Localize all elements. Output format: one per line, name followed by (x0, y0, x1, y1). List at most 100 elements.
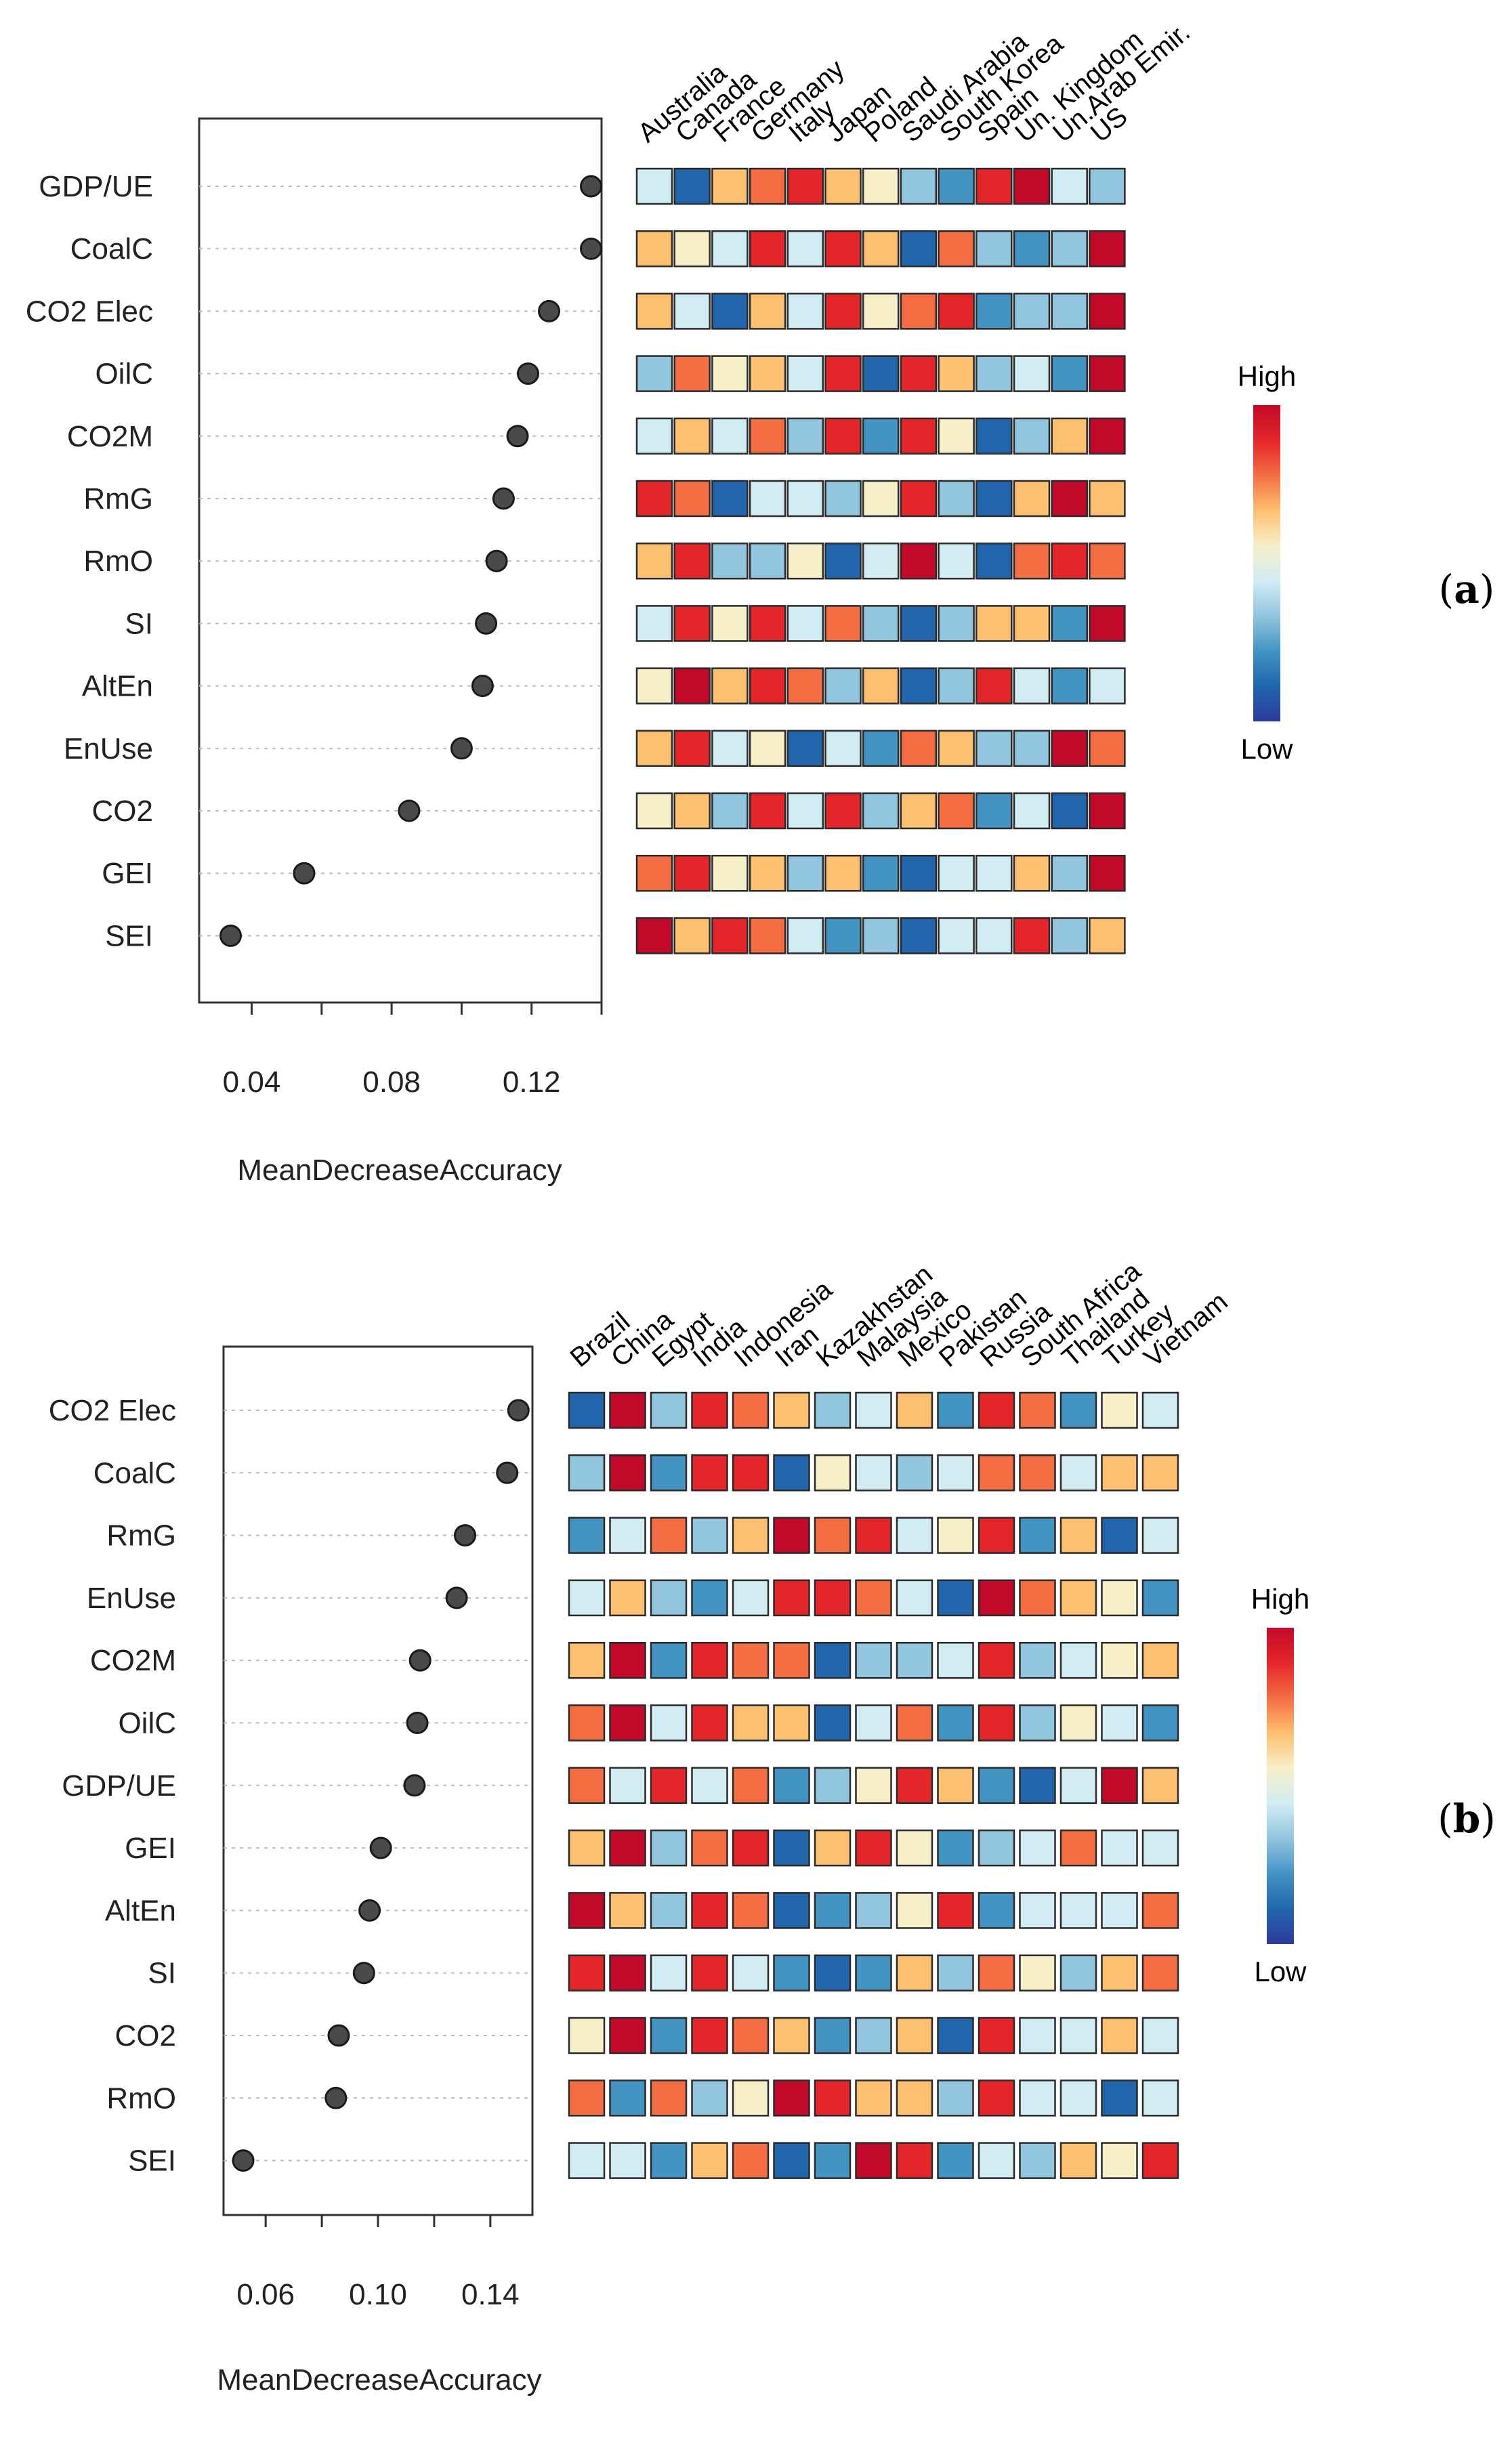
heatmap-cell (749, 230, 786, 268)
heatmap-cell (937, 2080, 974, 2117)
heatmap-cell (937, 1892, 974, 1929)
heatmap-cell (691, 1391, 728, 1429)
heatmap-cell (609, 1641, 646, 1679)
legend-high-label: High (1251, 1583, 1309, 1615)
heatmap-cell (673, 854, 711, 892)
heatmap-cell (1089, 355, 1126, 392)
heatmap-cell (650, 2080, 688, 2117)
heatmap-cell (786, 917, 824, 954)
heatmap-cell (937, 1517, 974, 1554)
importance-dot (327, 2024, 350, 2047)
heatmap-cell (635, 667, 673, 704)
heatmap-cell (900, 480, 938, 518)
x-tick-label: 0.06 (236, 2278, 295, 2311)
heatmap-cell (711, 917, 749, 954)
row-label: RmG (106, 1519, 176, 1553)
heatmap-cell (978, 1454, 1015, 1492)
x-tick-label: 0.04 (223, 1066, 281, 1099)
heatmap-cell (824, 667, 862, 704)
heatmap-cell (938, 667, 975, 704)
importance-dot (580, 175, 603, 198)
heatmap-cell (1051, 293, 1088, 330)
heatmap-cell (691, 1829, 728, 1867)
importance-dot (232, 2149, 255, 2172)
heatmap-cell (568, 1704, 606, 1742)
plot-frame (222, 1345, 534, 2216)
heatmap-cell (978, 2080, 1015, 2117)
heatmap-cell (1059, 2017, 1097, 2054)
panel-label-close: ) (1479, 566, 1495, 612)
heatmap-cell (1059, 1892, 1097, 1929)
heatmap-cell (1019, 1391, 1056, 1429)
heatmap-cell (855, 2017, 892, 2054)
heatmap-cell (896, 1517, 933, 1554)
heatmap-cell (1089, 854, 1126, 892)
heatmap-cell (900, 230, 938, 268)
heatmap-cell (937, 1767, 974, 1805)
heatmap-cell (1141, 1892, 1179, 1929)
heatmap-cell (862, 730, 900, 767)
heatmap-cell (975, 293, 1013, 330)
heatmap-cell (814, 1767, 852, 1805)
heatmap-cell (1019, 1704, 1056, 1742)
heatmap-cell (900, 730, 938, 767)
heatmap-cell (1013, 792, 1051, 830)
heatmap-cell (1141, 2017, 1179, 2054)
row-label: CO2M (90, 1644, 176, 1677)
heatmap-cell (978, 1704, 1015, 1742)
heatmap-cell (938, 417, 975, 455)
x-axis-title: MeanDecreaseAccuracy (217, 2363, 541, 2397)
panel-a: GDP/UE CoalC CO2 Elec OilC CO2M RmG RmO SI AltEn… (26, 17, 1495, 1187)
heatmap-cell (773, 1391, 810, 1429)
heatmap-cell (900, 792, 938, 830)
heatmap-cell (568, 1391, 606, 1429)
heatmap-cell (1101, 1391, 1138, 1429)
heatmap-cell (635, 730, 673, 767)
heatmap-cell (975, 417, 1013, 455)
heatmap-cell (609, 1829, 646, 1867)
heatmap-cell (711, 854, 749, 892)
heatmap-cell (786, 230, 824, 268)
heatmap-cell (609, 1454, 646, 1492)
heatmap-cell (978, 2142, 1015, 2179)
heatmap-cell (862, 854, 900, 892)
row-label: RmO (83, 545, 153, 578)
heatmap-cell (900, 605, 938, 642)
heatmap-cell (691, 2142, 728, 2179)
heatmap-cell (814, 2080, 852, 2117)
heatmap-cell (938, 605, 975, 642)
heatmap-cell (1019, 1892, 1056, 1929)
heatmap-cell (609, 1892, 646, 1929)
heatmap-cell (568, 2017, 606, 2054)
panel-label-open: ( (1439, 566, 1454, 612)
heatmap-cell (635, 792, 673, 830)
heatmap-cell (650, 2142, 688, 2179)
heatmap-cell (635, 293, 673, 330)
heatmap-cell (749, 542, 786, 580)
heatmap-cell (609, 1391, 646, 1429)
heatmap-cell (1051, 917, 1088, 954)
heatmap-cell (900, 542, 938, 580)
heatmap-cell (1019, 1517, 1056, 1554)
importance-dot (408, 1649, 432, 1672)
heatmap-cell (1101, 1454, 1138, 1492)
heatmap-cell (650, 1954, 688, 1991)
heatmap-cell (1089, 167, 1126, 205)
heatmap-cell (978, 1954, 1015, 1991)
heatmap-cell (975, 605, 1013, 642)
heatmap-cell (673, 355, 711, 392)
heatmap-cell (896, 1829, 933, 1867)
heatmap-cell (691, 1767, 728, 1805)
heatmap-cell (732, 1517, 770, 1554)
legend-color-bar (1253, 405, 1280, 721)
heatmap-cell (814, 1454, 852, 1492)
heatmap-cell (691, 1579, 728, 1617)
heatmap-cell (814, 2017, 852, 2054)
heatmap-cell (938, 792, 975, 830)
heatmap-cell (855, 1454, 892, 1492)
heatmap-cell (978, 2017, 1015, 2054)
heatmap-cell (1013, 230, 1051, 268)
heatmap-cell (691, 1704, 728, 1742)
heatmap-cell (978, 1579, 1015, 1617)
heatmap-cell (1141, 1954, 1179, 1991)
